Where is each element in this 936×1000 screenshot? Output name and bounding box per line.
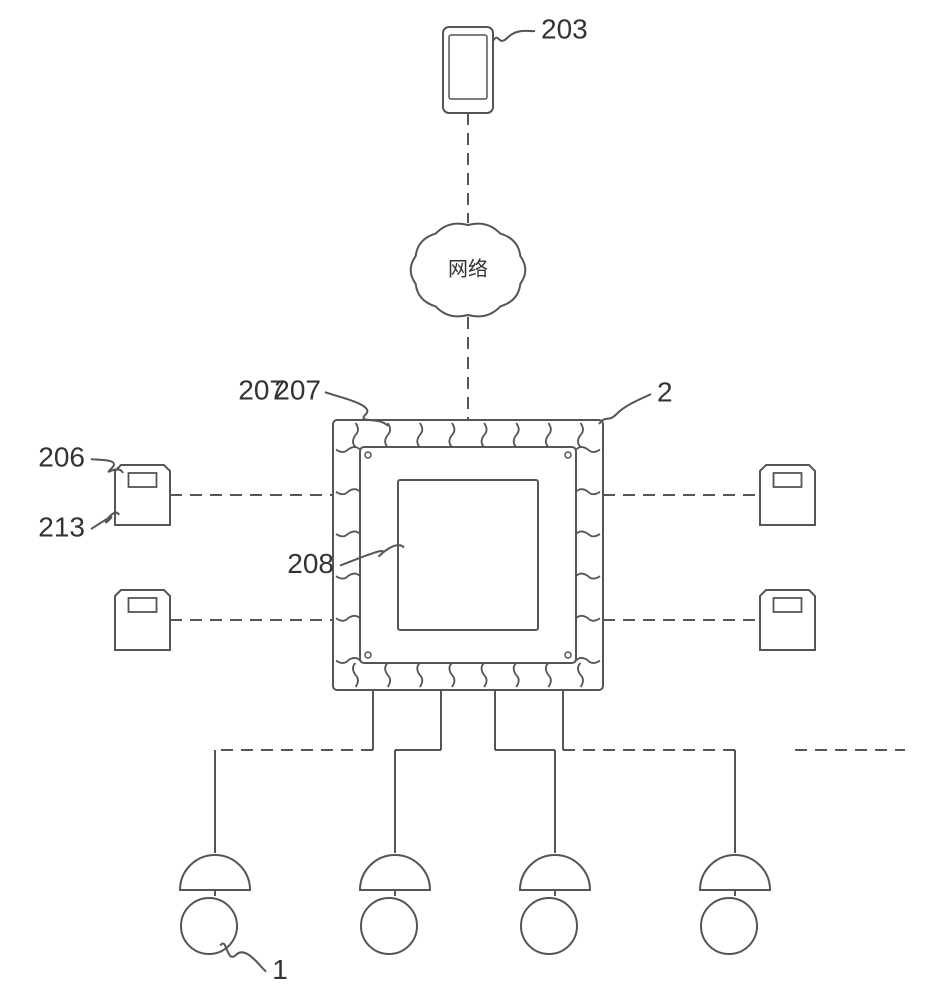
label-1: 1	[272, 954, 288, 985]
label-2: 2	[657, 376, 673, 407]
label-213: 213	[38, 511, 85, 542]
label-208: 208	[287, 548, 334, 579]
cpu-screen	[398, 480, 538, 630]
camera-2-dome	[520, 855, 590, 890]
camera-3-ball	[701, 898, 757, 954]
camera-0-ball	[181, 898, 237, 954]
card-reader-3	[760, 590, 815, 650]
camera-2-ball	[521, 898, 577, 954]
mobile-device	[443, 27, 493, 113]
label-203: 203	[541, 13, 588, 44]
label-206: 206	[38, 441, 85, 472]
card-reader-0	[115, 465, 170, 525]
camera-3-dome	[700, 855, 770, 890]
network-label: 网络	[448, 257, 488, 280]
camera-1-ball	[361, 898, 417, 954]
label-207b: 207	[274, 374, 321, 405]
camera-0-dome	[180, 855, 250, 890]
card-reader-2	[760, 465, 815, 525]
card-reader-1	[115, 590, 170, 650]
camera-1-dome	[360, 855, 430, 890]
